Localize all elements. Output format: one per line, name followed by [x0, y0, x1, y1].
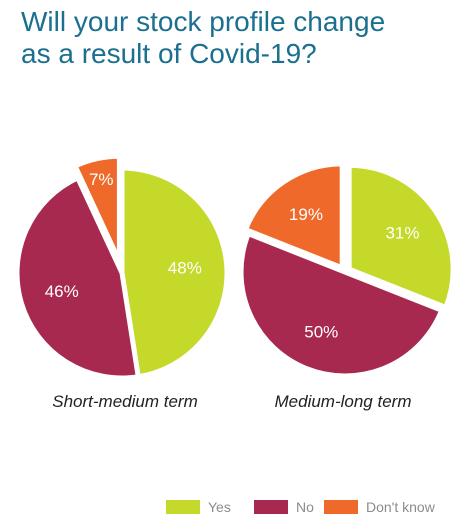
pie-slice-no	[14, 174, 142, 381]
pie-caption: Medium-long term	[275, 392, 412, 411]
pie-chart-medium-long-term: 31% 50% 19% Medium-long term	[238, 161, 456, 411]
pie-charts: 48% 46% 7% Short-medium term 31% 50% 19% Medium…	[14, 153, 456, 411]
legend-label-dont-know: Don't know	[366, 499, 435, 515]
legend-item-yes: Yes	[166, 497, 231, 517]
pie-slice-yes	[119, 165, 230, 380]
legend: Yes No Don't know	[0, 497, 469, 517]
slice-value-label: 7%	[89, 170, 114, 189]
legend-swatch-dont-know	[324, 500, 358, 514]
pie-slice-yes	[346, 162, 456, 311]
pie-slice-dont-know	[71, 153, 122, 263]
legend-item-no: No	[254, 497, 314, 517]
pie-chart-short-medium-term: 48% 46% 7% Short-medium term	[14, 153, 230, 411]
legend-item-dont-know: Don't know	[324, 497, 435, 517]
pie-slice-dont-know	[242, 161, 345, 272]
slice-value-label: 19%	[289, 205, 323, 224]
pie-slice-no	[238, 230, 445, 379]
legend-label-no: No	[296, 499, 314, 515]
legend-swatch-yes	[166, 500, 200, 514]
chart-title-line-2: as a result of Covid-19?	[21, 38, 317, 69]
chart-title: Will your stock profile change as a resu…	[21, 6, 461, 70]
slice-value-label: 46%	[45, 282, 79, 301]
slice-value-label: 31%	[385, 223, 419, 242]
legend-label-yes: Yes	[208, 499, 231, 515]
legend-swatch-no	[254, 500, 288, 514]
chart-title-line-1: Will your stock profile change	[21, 6, 386, 37]
slice-value-label: 48%	[168, 259, 202, 278]
slice-value-label: 50%	[304, 322, 338, 341]
pie-caption: Short-medium term	[52, 392, 197, 411]
